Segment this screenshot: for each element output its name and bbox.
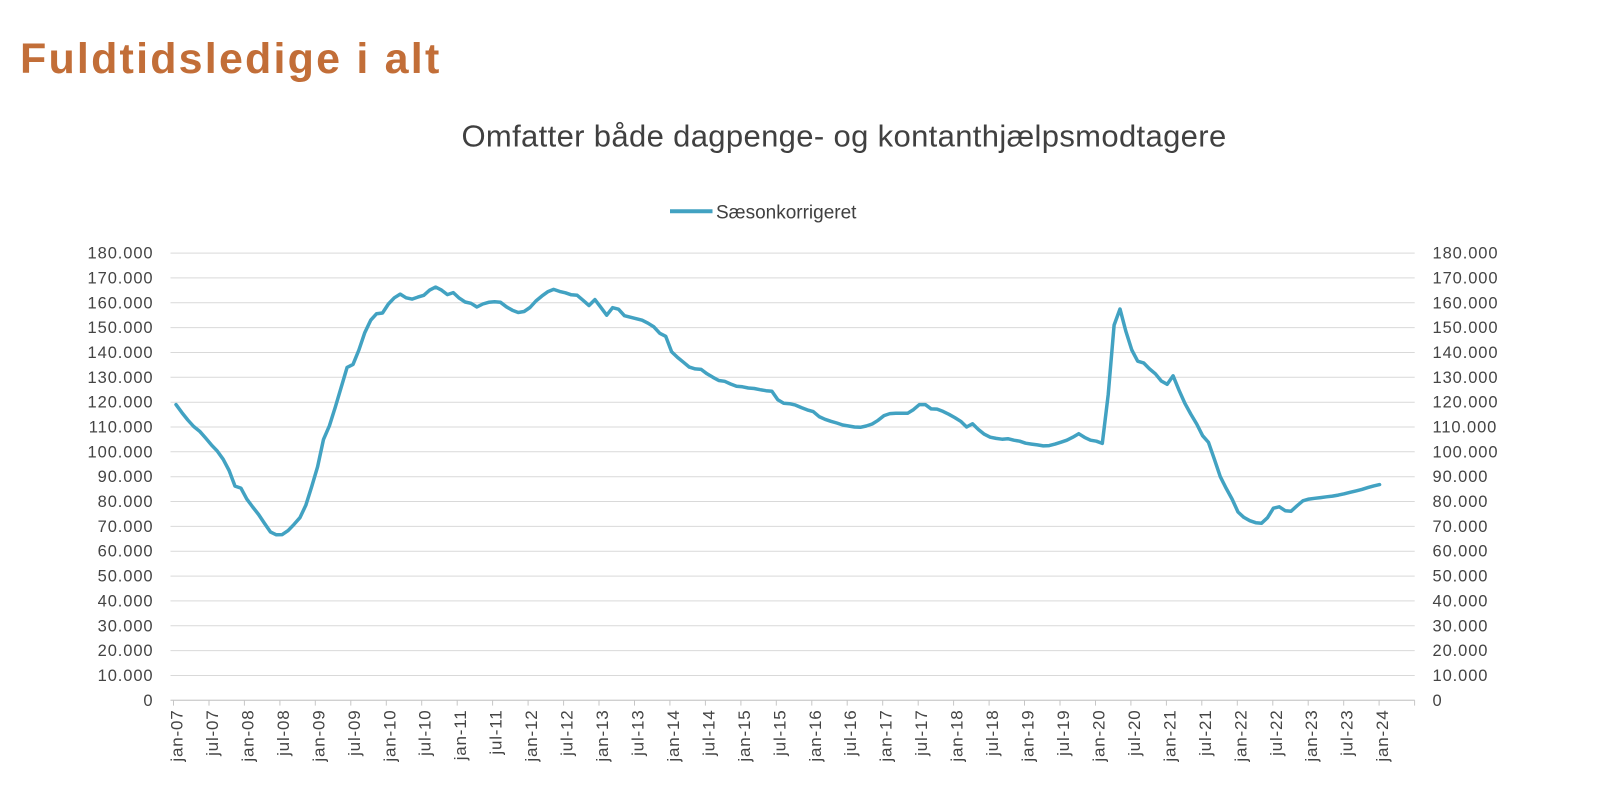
svg-text:jul-23: jul-23 — [1338, 710, 1357, 757]
svg-text:jan-17: jan-17 — [877, 710, 896, 763]
svg-text:90.000: 90.000 — [1433, 468, 1489, 486]
svg-text:jan-15: jan-15 — [735, 710, 754, 763]
svg-text:100.000: 100.000 — [88, 443, 154, 461]
svg-text:160.000: 160.000 — [1433, 294, 1499, 312]
svg-text:jul-14: jul-14 — [699, 710, 718, 757]
svg-text:140.000: 140.000 — [88, 344, 154, 362]
svg-text:jul-21: jul-21 — [1196, 710, 1215, 757]
svg-text:jul-12: jul-12 — [558, 710, 577, 757]
svg-text:50.000: 50.000 — [98, 568, 154, 586]
svg-text:jan-24: jan-24 — [1373, 710, 1392, 763]
svg-text:120.000: 120.000 — [88, 394, 154, 412]
svg-text:80.000: 80.000 — [98, 493, 154, 511]
svg-text:jan-11: jan-11 — [451, 710, 470, 762]
svg-text:70.000: 70.000 — [98, 518, 154, 536]
svg-text:60.000: 60.000 — [98, 543, 154, 561]
svg-text:jan-10: jan-10 — [380, 710, 399, 763]
svg-text:150.000: 150.000 — [1433, 319, 1499, 337]
svg-text:jan-21: jan-21 — [1160, 710, 1179, 763]
svg-text:40.000: 40.000 — [98, 592, 154, 610]
svg-text:0: 0 — [143, 692, 153, 710]
svg-text:jan-16: jan-16 — [806, 710, 825, 763]
svg-text:30.000: 30.000 — [98, 617, 154, 635]
svg-text:50.000: 50.000 — [1433, 568, 1489, 586]
svg-text:110.000: 110.000 — [1433, 419, 1498, 437]
svg-text:jul-10: jul-10 — [416, 710, 435, 757]
svg-text:130.000: 130.000 — [1433, 369, 1499, 387]
svg-text:180.000: 180.000 — [88, 245, 154, 263]
svg-text:jan-22: jan-22 — [1231, 710, 1250, 763]
svg-text:jul-08: jul-08 — [274, 710, 293, 757]
svg-text:90.000: 90.000 — [98, 468, 154, 486]
svg-text:jul-09: jul-09 — [345, 710, 364, 757]
svg-text:Sæsonkorrigeret: Sæsonkorrigeret — [716, 203, 857, 224]
svg-text:150.000: 150.000 — [88, 319, 154, 337]
svg-text:jul-11: jul-11 — [487, 710, 506, 756]
svg-text:jan-08: jan-08 — [238, 710, 257, 763]
svg-text:jul-16: jul-16 — [841, 710, 860, 757]
svg-text:160.000: 160.000 — [88, 294, 154, 312]
svg-text:jul-20: jul-20 — [1125, 710, 1144, 757]
svg-text:Fuldtidsledige i alt: Fuldtidsledige i alt — [20, 35, 441, 83]
svg-text:jan-12: jan-12 — [522, 710, 541, 763]
svg-text:70.000: 70.000 — [1433, 518, 1489, 536]
svg-text:130.000: 130.000 — [88, 369, 154, 387]
svg-text:10.000: 10.000 — [1433, 667, 1489, 685]
svg-text:180.000: 180.000 — [1433, 245, 1499, 263]
svg-text:jan-18: jan-18 — [948, 710, 967, 763]
svg-text:40.000: 40.000 — [1433, 592, 1489, 610]
svg-text:10.000: 10.000 — [98, 667, 154, 685]
svg-text:170.000: 170.000 — [88, 269, 154, 287]
svg-text:80.000: 80.000 — [1433, 493, 1489, 511]
svg-text:140.000: 140.000 — [1433, 344, 1499, 362]
svg-text:100.000: 100.000 — [1433, 443, 1499, 461]
svg-text:60.000: 60.000 — [1433, 543, 1489, 561]
svg-text:jan-09: jan-09 — [309, 710, 328, 763]
svg-text:jul-17: jul-17 — [912, 710, 931, 757]
svg-text:Omfatter både dagpenge- og kon: Omfatter både dagpenge- og kontanthjælps… — [461, 119, 1226, 154]
svg-text:jan-20: jan-20 — [1090, 710, 1109, 763]
svg-text:30.000: 30.000 — [1433, 617, 1489, 635]
svg-text:jul-18: jul-18 — [983, 710, 1002, 757]
svg-text:jul-07: jul-07 — [203, 710, 222, 757]
svg-text:20.000: 20.000 — [1433, 642, 1489, 660]
svg-text:jul-13: jul-13 — [629, 710, 648, 757]
svg-text:0: 0 — [1433, 692, 1443, 710]
svg-text:jan-14: jan-14 — [664, 710, 683, 763]
svg-text:110.000: 110.000 — [89, 419, 154, 437]
svg-text:jan-13: jan-13 — [593, 710, 612, 763]
svg-text:170.000: 170.000 — [1433, 269, 1499, 287]
svg-text:jul-19: jul-19 — [1054, 710, 1073, 757]
svg-text:jan-07: jan-07 — [168, 710, 187, 763]
svg-text:120.000: 120.000 — [1433, 394, 1499, 412]
svg-text:jul-15: jul-15 — [770, 710, 789, 757]
svg-text:jan-23: jan-23 — [1302, 710, 1321, 763]
svg-text:jan-19: jan-19 — [1019, 710, 1038, 763]
svg-text:jul-22: jul-22 — [1267, 710, 1286, 757]
svg-text:20.000: 20.000 — [98, 642, 154, 660]
